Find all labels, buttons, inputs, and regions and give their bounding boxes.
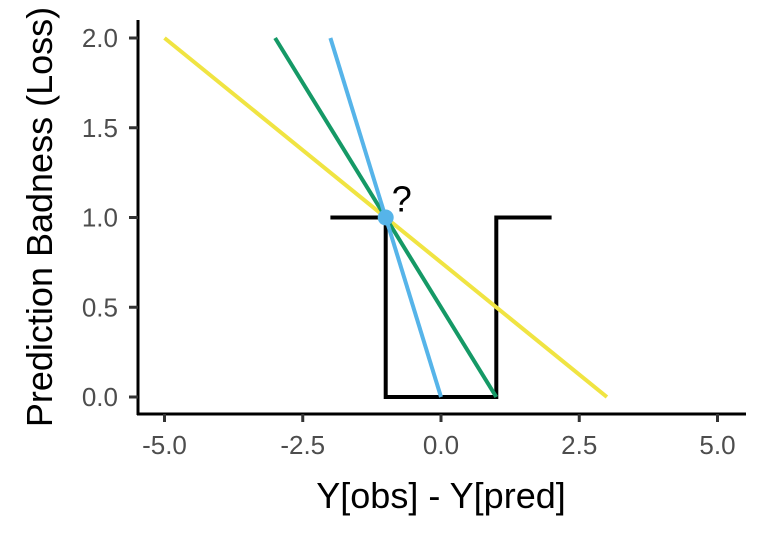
x-tick-label: 2.5 [561,430,597,460]
x-tick-label: 5.0 [699,430,735,460]
y-tick-label: 2.0 [82,23,118,53]
y-tick-label: 0.5 [82,292,118,322]
data-point-0 [377,209,394,226]
x-axis-label: Y[obs] - Y[pred] [316,475,565,516]
y-axis-label: Prediction Badness (Loss) [19,7,60,427]
x-tick-label: 0.0 [423,430,459,460]
y-tick-label: 1.5 [82,113,118,143]
y-tick-label: 0.0 [82,382,118,412]
x-tick-label: -5.0 [142,430,187,460]
x-tick-label: -2.5 [280,430,325,460]
annotation-label: ? [392,179,412,220]
y-tick-label: 1.0 [82,203,118,233]
